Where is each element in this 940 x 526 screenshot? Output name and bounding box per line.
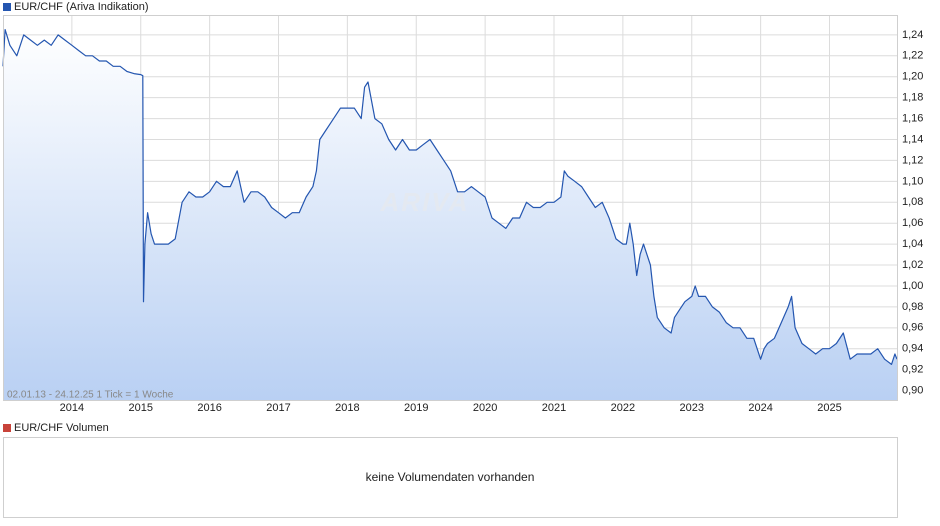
y-tick-label: 1,18 [902, 92, 923, 104]
y-tick-label: 1,14 [902, 133, 923, 145]
y-tick-label: 1,08 [902, 196, 923, 208]
x-tick-label: 2019 [404, 402, 428, 414]
x-tick-label: 2016 [197, 402, 221, 414]
line [2, 29, 898, 365]
y-tick-label: 1,00 [902, 280, 923, 292]
x-tick-label: 2022 [611, 402, 635, 414]
x-tick-label: 2017 [266, 402, 290, 414]
watermark: ARIVA [380, 187, 470, 217]
x-tick-label: 2023 [680, 402, 704, 414]
y-tick-label: 1,10 [902, 175, 923, 187]
legend-label: EUR/CHF (Ariva Indikation) [14, 1, 148, 13]
area [3, 29, 897, 400]
y-tick-label: 0,98 [902, 301, 923, 313]
y-tick-label: 0,94 [902, 343, 923, 355]
x-tick-label: 2021 [542, 402, 566, 414]
legend-label: EUR/CHF Volumen [14, 422, 109, 434]
y-tick-label: 0,92 [902, 364, 923, 376]
y-tick-label: 1,24 [902, 29, 923, 41]
y-tick-label: 1,22 [902, 50, 923, 62]
x-tick-label: 2018 [335, 402, 359, 414]
x-tick-label: 2014 [60, 402, 84, 414]
legend-swatch [3, 424, 11, 432]
empty-message: keine Volumendaten vorhanden [366, 470, 535, 484]
plot-frame [3, 15, 898, 401]
x-tick-label: 2024 [748, 402, 772, 414]
x-tick-label: 2015 [129, 402, 153, 414]
range-label: 02.01.13 - 24.12.25 1 Tick = 1 Woche [7, 390, 174, 401]
y-tick-label: 1,02 [902, 259, 923, 271]
x-tick-label: 2020 [473, 402, 497, 414]
y-tick-label: 1,12 [902, 154, 923, 166]
y-tick-label: 1,16 [902, 112, 923, 124]
y-tick-label: 1,06 [902, 217, 923, 229]
y-tick-label: 0,90 [902, 384, 923, 396]
x-tick-label: 2025 [817, 402, 841, 414]
y-tick-label: 1,20 [902, 71, 923, 83]
y-tick-label: 0,96 [902, 322, 923, 334]
volume-panel [3, 437, 898, 518]
legend-swatch [3, 3, 11, 11]
y-tick-label: 1,04 [902, 238, 923, 250]
